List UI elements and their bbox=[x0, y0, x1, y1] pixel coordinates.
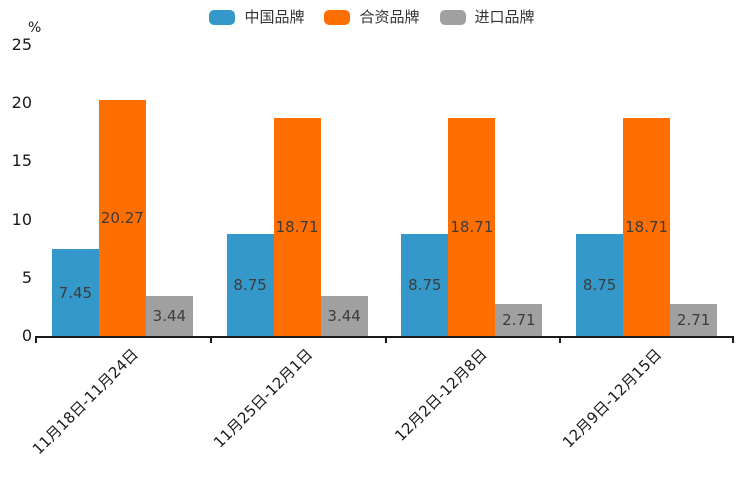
bar-value-label: 8.75 bbox=[408, 276, 442, 295]
x-axis-tick bbox=[559, 338, 562, 343]
legend-item-0[interactable]: 中国品牌 bbox=[209, 8, 304, 26]
bar-series1-cat1: 18.71 bbox=[273, 118, 321, 336]
legend-swatch-icon bbox=[439, 9, 466, 25]
y-axis-unit-label: % bbox=[28, 20, 42, 36]
bar-series0-cat2: 8.75 bbox=[401, 234, 449, 336]
bar-value-label: 2.71 bbox=[676, 311, 711, 330]
bar-value-label: 8.75 bbox=[233, 276, 267, 295]
x-axis-category-label: 12月2日-12月8日 bbox=[391, 345, 491, 445]
x-axis-line bbox=[35, 336, 734, 338]
bar-value-label: 18.71 bbox=[625, 218, 669, 237]
bar-value-label: 8.75 bbox=[582, 276, 617, 295]
x-axis-tick bbox=[732, 338, 734, 343]
y-axis-tick-label: 20 bbox=[11, 93, 32, 113]
legend-label: 进口品牌 bbox=[474, 8, 535, 26]
x-axis-category-label: 12月9日-12月15日 bbox=[559, 345, 666, 452]
x-axis-tick bbox=[209, 338, 212, 343]
legend-swatch-icon bbox=[324, 9, 351, 25]
y-axis-tick-label: 5 bbox=[21, 267, 32, 287]
bar-series1-cat2: 18.71 bbox=[448, 118, 496, 336]
bar-value-label: 18.71 bbox=[275, 218, 319, 237]
bar-series2-cat0: 3.44 bbox=[145, 295, 193, 336]
chart-legend: 中国品牌 合资品牌 进口品牌 bbox=[0, 8, 744, 26]
bar-series2-cat2: 2.71 bbox=[495, 304, 543, 336]
bar-value-label: 2.71 bbox=[502, 311, 536, 330]
bar-value-label: 3.44 bbox=[152, 306, 187, 325]
bar-value-label: 18.71 bbox=[450, 218, 494, 237]
bar-series1-cat0: 20.27 bbox=[98, 100, 146, 336]
x-axis-category-label: 11月18日-11月24日 bbox=[28, 345, 142, 459]
y-axis-tick-label: 0 bbox=[21, 326, 32, 345]
legend-label: 合资品牌 bbox=[359, 8, 420, 26]
x-axis-category-label: 11月25日-12月1日 bbox=[209, 345, 317, 452]
bar-value-label: 7.45 bbox=[58, 283, 93, 302]
y-axis-tick-label: 25 bbox=[11, 35, 32, 54]
y-axis-tick-label: 15 bbox=[11, 151, 32, 171]
bar-series2-cat1: 3.44 bbox=[320, 295, 368, 336]
y-axis-tick-label: 10 bbox=[11, 209, 32, 229]
bar-series1-cat3: 18.71 bbox=[623, 118, 671, 336]
legend-item-1[interactable]: 合资品牌 bbox=[324, 8, 420, 26]
bar-series0-cat3: 8.75 bbox=[576, 234, 624, 336]
legend-label: 中国品牌 bbox=[244, 8, 305, 26]
bar-value-label: 20.27 bbox=[100, 209, 144, 228]
legend-swatch-icon bbox=[209, 9, 236, 25]
bar-series2-cat3: 2.71 bbox=[670, 304, 718, 336]
x-axis-tick bbox=[384, 338, 387, 343]
x-axis-tick bbox=[35, 338, 37, 343]
legend-item-2[interactable]: 进口品牌 bbox=[439, 8, 535, 26]
bar-series0-cat0: 7.45 bbox=[51, 249, 99, 336]
bar-value-label: 3.44 bbox=[327, 306, 361, 325]
bar-series0-cat1: 8.75 bbox=[226, 234, 274, 336]
